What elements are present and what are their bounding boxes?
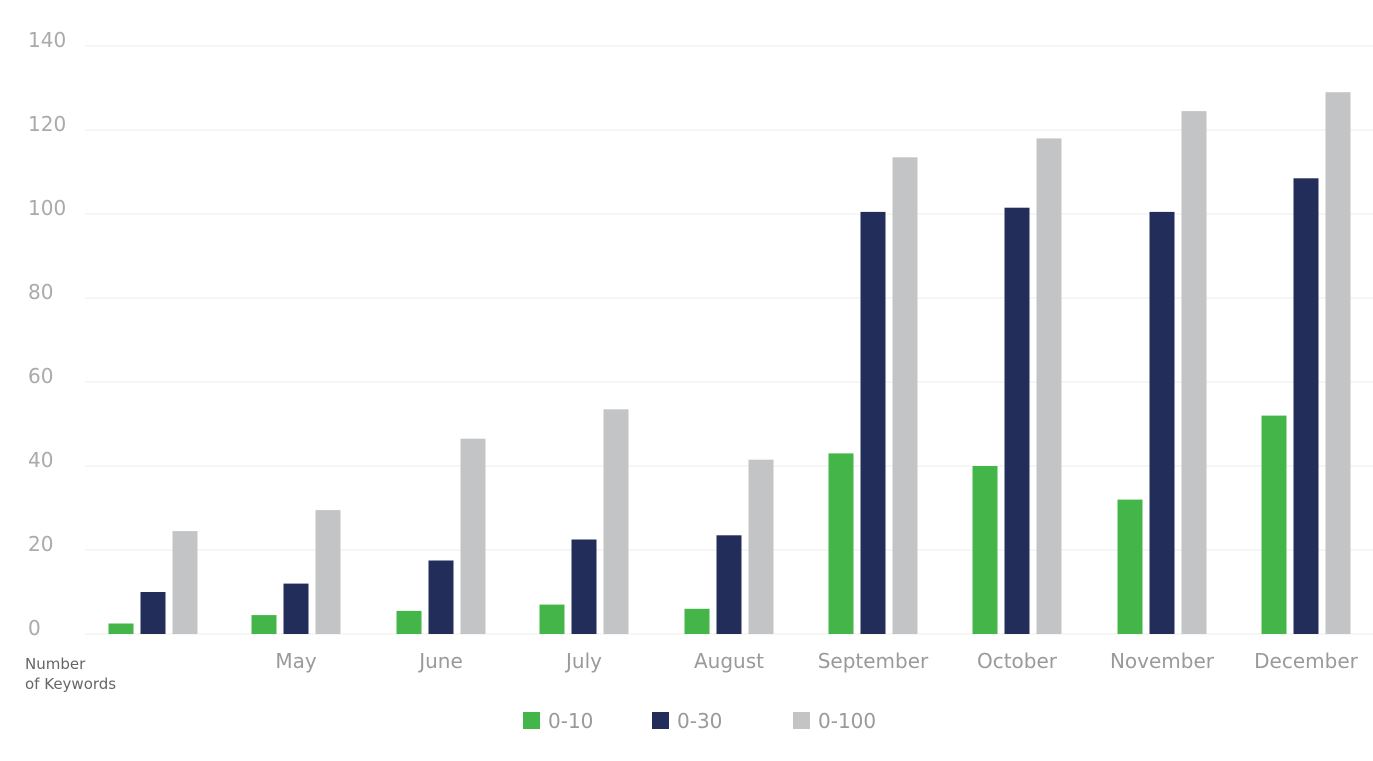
legend-label: 0-30 xyxy=(677,709,722,733)
y-tick-label: 140 xyxy=(28,28,66,52)
x-axis-category-labels: May June July August September October Novembe… xyxy=(275,649,1358,673)
bar-0-30 xyxy=(140,592,166,634)
bar-0-10 xyxy=(539,604,565,634)
y-tick-label: 0 xyxy=(28,616,41,640)
y-axis-title-line1: Number xyxy=(25,655,86,673)
x-category-label: October xyxy=(977,649,1058,673)
bar-0-100 xyxy=(603,409,629,634)
bar-0-30 xyxy=(1293,178,1319,635)
x-category-label: September xyxy=(818,649,929,673)
y-tick-label: 100 xyxy=(28,196,66,220)
y-tick-label: 40 xyxy=(28,448,53,472)
x-category-label: November xyxy=(1110,649,1215,673)
y-tick-label: 60 xyxy=(28,364,53,388)
bar-0-100 xyxy=(172,531,198,634)
bar-0-10 xyxy=(108,623,134,634)
y-tick-label: 20 xyxy=(28,532,53,556)
x-category-label: December xyxy=(1254,649,1358,673)
bar-0-10 xyxy=(828,453,854,634)
bar-0-10 xyxy=(684,608,710,634)
bar-0-10 xyxy=(396,610,422,634)
y-axis-tick-labels: 0 20 40 60 80 100 120 140 xyxy=(28,28,66,640)
x-category-label: May xyxy=(275,649,317,673)
bar-0-30 xyxy=(1149,211,1175,634)
legend-label: 0-100 xyxy=(818,709,876,733)
legend-swatch xyxy=(793,712,810,729)
bar-0-30 xyxy=(716,535,742,634)
bar-0-100 xyxy=(1181,111,1207,635)
bar-0-30 xyxy=(571,539,597,634)
bars xyxy=(108,92,1351,635)
bar-0-30 xyxy=(860,211,886,634)
y-axis-title-line2: of Keywords xyxy=(25,675,116,693)
x-category-label: August xyxy=(694,649,764,673)
bar-0-100 xyxy=(460,438,486,634)
gridlines xyxy=(85,45,1373,635)
bar-0-30 xyxy=(1004,207,1030,634)
bar-0-10 xyxy=(251,615,277,634)
legend-swatch xyxy=(652,712,669,729)
y-tick-label: 80 xyxy=(28,280,53,304)
bar-0-100 xyxy=(315,510,341,634)
bar-0-100 xyxy=(1036,138,1062,634)
bar-0-30 xyxy=(428,560,454,634)
bar-0-100 xyxy=(892,157,918,635)
bar-0-30 xyxy=(283,583,309,634)
x-category-label: July xyxy=(564,649,602,673)
bar-0-100 xyxy=(748,459,774,634)
bar-0-100 xyxy=(1325,92,1351,634)
x-category-label: June xyxy=(417,649,463,673)
bar-0-10 xyxy=(972,466,998,634)
bar-0-10 xyxy=(1117,499,1143,634)
legend-swatch xyxy=(523,712,540,729)
bar-0-10 xyxy=(1261,415,1287,634)
y-tick-label: 120 xyxy=(28,112,66,136)
legend-label: 0-10 xyxy=(548,709,593,733)
legend: 0-10 0-30 0-100 xyxy=(523,709,876,733)
